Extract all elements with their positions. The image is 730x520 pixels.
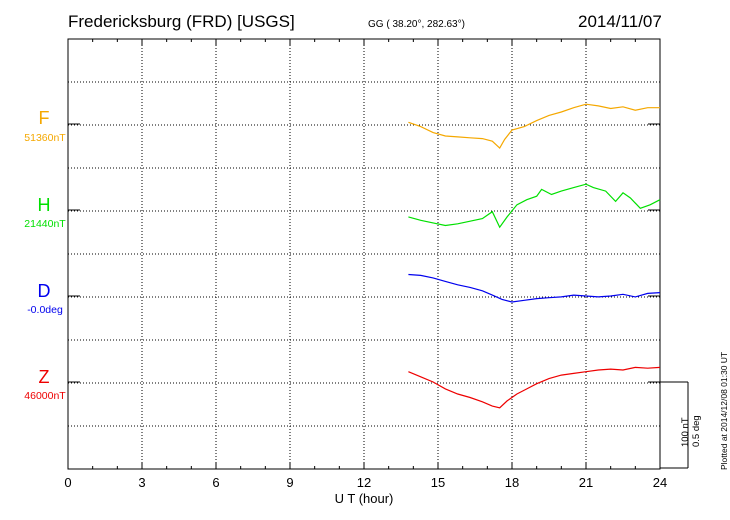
trace-f bbox=[408, 103, 660, 150]
x-tick-label: 0 bbox=[64, 475, 71, 490]
component-label-h: H bbox=[37, 195, 51, 215]
component-label-d: D bbox=[37, 281, 51, 301]
scale-label-deg: 0.5 deg bbox=[691, 415, 702, 447]
x-tick-label: 9 bbox=[286, 475, 293, 490]
plot-date: 2014/11/07 bbox=[578, 12, 662, 31]
geographic-coords: GG ( 38.20°, 282.63°) bbox=[368, 19, 465, 30]
trace-z bbox=[408, 366, 661, 409]
trace-h bbox=[408, 183, 661, 229]
x-tick-label: 21 bbox=[579, 475, 593, 490]
component-label-f: F bbox=[38, 108, 50, 128]
component-baseline-h: 21440nT bbox=[24, 218, 66, 230]
station-title: Fredericksburg (FRD) [USGS] bbox=[68, 12, 295, 31]
x-tick-label: 18 bbox=[505, 475, 519, 490]
x-tick-label: 6 bbox=[212, 475, 219, 490]
component-label-z: Z bbox=[38, 367, 50, 387]
component-baseline-f: 51360nT bbox=[24, 132, 66, 144]
x-tick-label: 3 bbox=[138, 475, 145, 490]
x-axis-label: U T (hour) bbox=[335, 491, 394, 506]
component-baseline-d: -0.0deg bbox=[27, 304, 63, 316]
x-tick-label: 24 bbox=[653, 475, 667, 490]
plot-frame bbox=[67, 38, 661, 470]
x-tick-label: 12 bbox=[357, 475, 371, 490]
x-tick-label: 15 bbox=[431, 475, 445, 490]
plotted-at-note: Plotted at 2014/12/08 01:30 UT bbox=[719, 351, 729, 470]
scale-label-nt: 100 nT bbox=[680, 417, 691, 447]
component-baseline-z: 46000nT bbox=[24, 390, 66, 402]
trace-d bbox=[408, 273, 661, 303]
